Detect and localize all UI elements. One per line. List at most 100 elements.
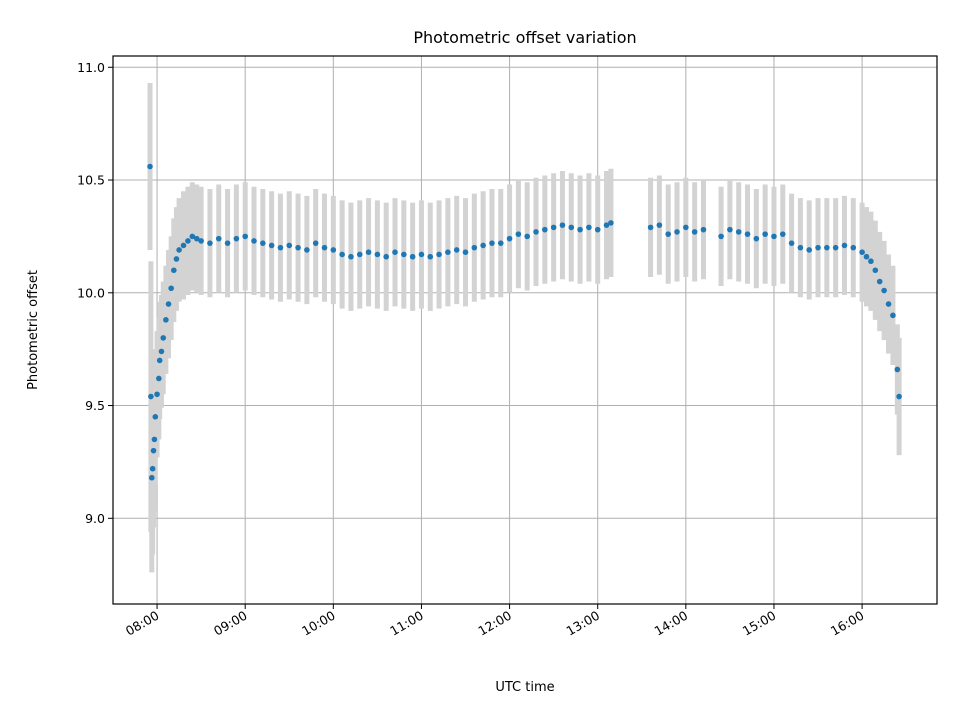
data-point <box>383 253 389 260</box>
data-point <box>665 231 672 237</box>
data-point <box>471 244 478 251</box>
y-tick-label: 9.5 <box>85 398 105 413</box>
data-point <box>330 247 337 253</box>
data-point <box>674 229 680 235</box>
data-point <box>480 242 486 249</box>
data-point <box>148 393 154 400</box>
data-point <box>427 253 434 260</box>
data-point <box>647 224 654 231</box>
data-point <box>312 240 319 246</box>
data-point <box>277 244 284 251</box>
data-point <box>462 249 469 255</box>
data-point <box>158 348 165 355</box>
data-point <box>445 249 451 255</box>
data-point <box>154 391 160 398</box>
y-axis-ticks: 9.0 9.5 10.0 10.5 11.0 <box>77 60 113 526</box>
data-point <box>163 317 169 323</box>
data-point <box>727 226 733 233</box>
data-point <box>577 226 583 233</box>
data-point <box>489 240 495 246</box>
data-point <box>418 251 425 258</box>
data-point <box>436 251 442 258</box>
data-point <box>156 375 162 382</box>
data-point <box>542 226 548 233</box>
data-point <box>594 226 601 233</box>
data-point <box>797 244 804 251</box>
data-point <box>718 233 724 240</box>
data-point <box>374 251 381 258</box>
data-point <box>286 242 293 249</box>
chart-title: Photometric offset variation <box>413 28 636 47</box>
data-point <box>885 301 892 307</box>
data-point <box>148 474 155 481</box>
data-point <box>215 235 222 242</box>
data-point <box>339 251 345 258</box>
y-tick-label: 11.0 <box>77 60 105 75</box>
data-point <box>876 278 883 285</box>
data-point <box>165 301 172 307</box>
data-point <box>150 447 157 454</box>
data-point <box>242 233 248 240</box>
data-point <box>779 231 786 237</box>
data-point <box>160 335 167 341</box>
data-point <box>233 235 240 242</box>
data-point <box>586 224 592 231</box>
plot-frame <box>112 55 938 605</box>
y-tick-label: 10.5 <box>77 173 105 188</box>
data-point <box>176 247 182 253</box>
x-axis-label: UTC time <box>495 680 554 695</box>
data-point <box>180 242 187 249</box>
data-point <box>744 231 751 237</box>
data-point <box>304 247 310 253</box>
data-point <box>863 253 870 260</box>
data-point <box>894 366 901 373</box>
data-point <box>168 285 174 292</box>
data-point <box>872 267 879 274</box>
data-point <box>896 393 902 400</box>
data-point <box>453 247 460 253</box>
data-point <box>524 233 531 240</box>
y-tick-label: 10.0 <box>77 285 105 300</box>
data-point <box>771 233 777 240</box>
data-point <box>365 249 372 255</box>
data-point <box>533 229 539 235</box>
data-point <box>850 244 857 251</box>
data-point <box>815 244 821 251</box>
data-point <box>735 229 742 235</box>
data-point <box>691 229 698 235</box>
data-point <box>151 436 158 443</box>
data-point <box>224 240 231 246</box>
data-point <box>321 244 328 251</box>
data-point <box>348 253 354 260</box>
data-point <box>356 251 363 258</box>
y-tick-label: 9.0 <box>85 511 105 526</box>
grid <box>113 56 937 604</box>
data-point <box>700 226 707 233</box>
data-point <box>409 253 416 260</box>
data-point <box>806 247 813 253</box>
data-point <box>260 240 266 246</box>
data-point <box>568 224 575 231</box>
data-point <box>401 251 407 258</box>
data-point <box>268 242 275 249</box>
data-point <box>156 357 163 364</box>
data-point <box>147 163 153 170</box>
data-point <box>173 256 180 262</box>
data-point <box>868 258 874 265</box>
data-point <box>189 233 196 240</box>
data-point <box>859 249 865 255</box>
data-point <box>841 242 848 249</box>
data-point <box>185 238 191 244</box>
data-point <box>762 231 768 237</box>
data-point <box>832 244 839 251</box>
data-point <box>683 224 689 231</box>
data-point <box>603 222 610 228</box>
data-point <box>193 235 200 242</box>
data-point <box>171 267 177 274</box>
y-axis-label: Photometric offset <box>26 270 41 390</box>
data-point <box>149 465 156 472</box>
data-point <box>788 240 795 246</box>
data-point <box>506 235 513 242</box>
